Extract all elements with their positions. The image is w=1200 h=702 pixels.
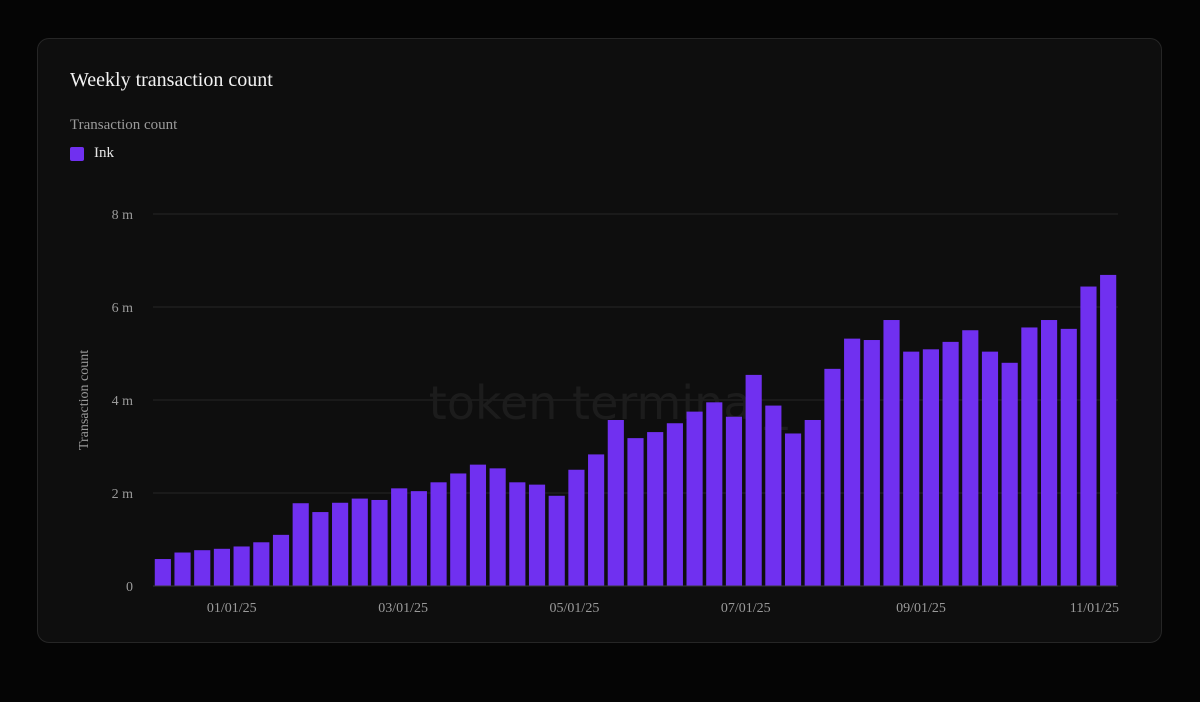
y-tick-label: 0 (126, 580, 133, 595)
chart-title: Weekly transaction count (70, 69, 273, 91)
bar[interactable] (312, 512, 329, 586)
bar[interactable] (410, 491, 427, 586)
bar[interactable] (1080, 286, 1097, 586)
bar[interactable] (666, 423, 683, 586)
bar[interactable] (706, 402, 723, 586)
x-tick-label: 07/01/25 (721, 601, 771, 616)
y-tick-label: 2 m (112, 487, 134, 502)
bar[interactable] (1060, 328, 1077, 586)
legend-label: Ink (94, 145, 114, 161)
bar[interactable] (824, 368, 841, 586)
bar[interactable] (371, 499, 388, 586)
bar[interactable] (627, 438, 644, 586)
chart-card: Weekly transaction count Transaction cou… (37, 38, 1162, 643)
bar[interactable] (332, 502, 349, 586)
bar[interactable] (272, 534, 290, 586)
bar[interactable] (469, 464, 487, 586)
bar[interactable] (528, 484, 546, 586)
bar[interactable] (981, 351, 999, 586)
bar[interactable] (804, 419, 821, 586)
bar[interactable] (962, 330, 979, 586)
bar[interactable] (1001, 362, 1018, 586)
bar[interactable] (213, 548, 231, 586)
x-tick-label: 03/01/25 (378, 601, 428, 616)
bar[interactable] (292, 503, 309, 586)
bar[interactable] (883, 320, 900, 586)
bar[interactable] (1021, 327, 1038, 586)
bar[interactable] (745, 374, 762, 586)
bar[interactable] (430, 482, 447, 586)
y-tick-label: 4 m (112, 394, 134, 409)
y-axis-title: Transaction count (77, 350, 92, 450)
bar[interactable] (391, 488, 408, 586)
bar[interactable] (1040, 320, 1058, 586)
bar[interactable] (903, 351, 920, 586)
bar[interactable] (1100, 274, 1117, 586)
bar[interactable] (154, 559, 171, 586)
x-tick-label: 05/01/25 (550, 601, 600, 616)
x-tick-label: 01/01/25 (207, 601, 257, 616)
bar[interactable] (253, 542, 270, 586)
bar[interactable] (351, 498, 368, 586)
bar[interactable] (509, 482, 526, 586)
bar[interactable] (233, 546, 250, 586)
bar[interactable] (450, 473, 467, 586)
y-tick-label: 6 m (112, 301, 134, 316)
bar[interactable] (686, 411, 703, 586)
bar[interactable] (548, 495, 565, 586)
bar[interactable] (784, 433, 802, 586)
bar[interactable] (568, 469, 585, 586)
bar[interactable] (607, 419, 624, 586)
chart-subtitle: Transaction count (70, 117, 178, 133)
x-tick-label: 09/01/25 (896, 601, 946, 616)
bar[interactable] (174, 552, 191, 586)
x-tick-label: 11/01/25 (1070, 601, 1119, 616)
bar[interactable] (647, 432, 664, 586)
bar[interactable] (588, 454, 605, 586)
bar[interactable] (194, 550, 211, 586)
bar[interactable] (844, 338, 861, 586)
legend-swatch (70, 146, 84, 161)
bar[interactable] (489, 468, 506, 586)
bar[interactable] (863, 340, 880, 586)
bar[interactable] (922, 349, 939, 586)
bar[interactable] (765, 405, 782, 586)
chart-legend[interactable]: Ink (70, 145, 114, 162)
y-tick-label: 8 m (112, 208, 134, 223)
bar[interactable] (725, 416, 743, 586)
bar[interactable] (942, 341, 959, 586)
